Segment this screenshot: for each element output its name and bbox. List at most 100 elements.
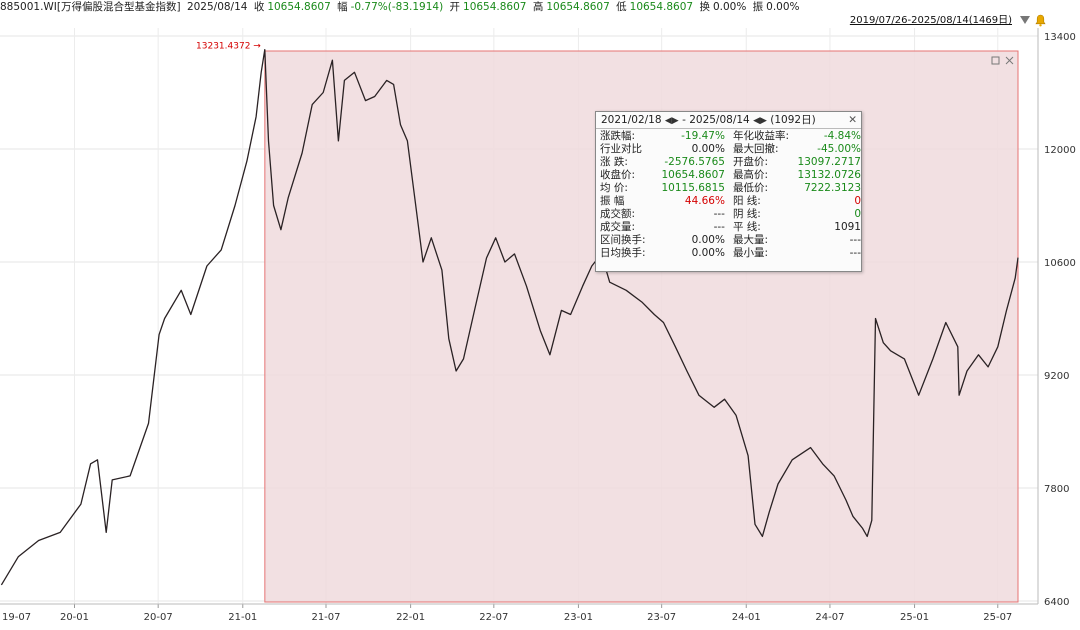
- stat-value: 1091: [834, 221, 861, 233]
- open-value: 10654.8607: [463, 1, 527, 13]
- stat-label: 日均换手:: [600, 247, 646, 259]
- stats-days: (1092日): [770, 114, 816, 126]
- stats-end-date: 2025/08/14: [689, 114, 750, 126]
- quote-date: 2025/08/14: [186, 1, 248, 13]
- data-point: [560, 309, 562, 311]
- data-point: [549, 354, 551, 356]
- data-point: [59, 531, 61, 533]
- data-point: [272, 204, 274, 206]
- data-point: [455, 370, 457, 372]
- data-point: [89, 463, 91, 465]
- stat-value: 0.00%: [691, 143, 725, 155]
- stat-label: 开盘价:: [732, 156, 768, 168]
- x-tick-label: 23-07: [647, 612, 676, 623]
- data-point: [206, 265, 208, 267]
- data-point: [399, 124, 401, 126]
- stats-table: 涨跌幅: -19.47% 年化收益率: -4.84% 行业对比 0.00% 最大回撤: -45…: [600, 130, 861, 260]
- bell-icon[interactable]: [1035, 14, 1046, 27]
- stats-start-date: 2021/02/18: [601, 114, 662, 126]
- data-point: [569, 313, 571, 315]
- selection-controls[interactable]: [991, 56, 1014, 65]
- data-point: [158, 333, 160, 335]
- stat-value: 44.66%: [684, 195, 725, 207]
- data-point: [504, 261, 506, 263]
- data-point: [674, 346, 676, 348]
- data-point: [311, 103, 313, 105]
- data-point: [234, 204, 236, 206]
- stat-label: 成交量:: [600, 221, 636, 233]
- data-point: [791, 459, 793, 461]
- x-tick-label: 25-01: [900, 612, 929, 623]
- data-point: [17, 555, 19, 557]
- stat-value: 10115.6815: [661, 182, 725, 194]
- data-point: [1017, 256, 1019, 258]
- data-point: [495, 237, 497, 239]
- max-annotation-label: 13231.4372 →: [196, 42, 261, 52]
- y-tick-label: 12000: [1044, 145, 1076, 156]
- x-tick-label: 21-01: [228, 612, 257, 623]
- y-tick-label: 9200: [1044, 371, 1069, 382]
- data-point: [280, 229, 282, 231]
- x-tick-label: 22-01: [396, 612, 425, 623]
- dropdown-arrow-icon[interactable]: [1020, 16, 1030, 24]
- date-range-selector[interactable]: 2019/07/26-2025/08/14(1469日): [849, 15, 1012, 26]
- data-point: [958, 394, 960, 396]
- data-point: [220, 249, 222, 251]
- data-point: [889, 350, 891, 352]
- change-label: 幅: [337, 1, 348, 13]
- stat-value: 13097.2717: [797, 156, 861, 168]
- stat-label: 均 价:: [600, 182, 628, 194]
- stat-label: 涨 跌:: [600, 156, 628, 168]
- data-point: [591, 265, 593, 267]
- high-value: 10654.8607: [546, 1, 610, 13]
- x-tick-label: 23-01: [564, 612, 593, 623]
- data-point: [180, 289, 182, 291]
- data-point: [653, 313, 655, 315]
- x-tick-label: 21-07: [311, 612, 340, 623]
- stat-label: 最高价:: [732, 169, 768, 181]
- x-tick-label: 24-01: [732, 612, 761, 623]
- data-point: [287, 196, 289, 198]
- data-point: [1005, 309, 1007, 311]
- data-point: [723, 398, 725, 400]
- data-point: [331, 59, 333, 61]
- x-tick-label: 25-07: [983, 612, 1012, 623]
- data-point: [861, 527, 863, 529]
- start-date-arrows-icon[interactable]: ◀▶: [664, 116, 679, 126]
- x-tick-label: 22-07: [479, 612, 508, 623]
- maximize-icon[interactable]: [991, 56, 1000, 65]
- data-point: [957, 346, 959, 348]
- stat-value: ---: [713, 221, 725, 233]
- close-icon[interactable]: ✕: [848, 114, 857, 126]
- data-point: [625, 289, 627, 291]
- data-point: [932, 358, 934, 360]
- interval-stats-popup[interactable]: 2021/02/18 ◀▶ - 2025/08/14 ◀▶ (1092日) ✕ …: [595, 111, 862, 272]
- x-tick-label: 19-07: [2, 612, 31, 623]
- data-point: [735, 414, 737, 416]
- data-point: [129, 475, 131, 477]
- stat-value: ---: [849, 247, 861, 259]
- data-point: [513, 253, 515, 255]
- data-point: [343, 79, 345, 81]
- data-point: [874, 317, 876, 319]
- low-value: 10654.8607: [629, 1, 694, 13]
- amplitude-label: 振: [752, 1, 764, 13]
- x-tick-label: 24-07: [815, 612, 844, 623]
- data-point: [473, 309, 475, 311]
- data-point: [754, 523, 756, 525]
- stat-label: 最大回撤:: [732, 143, 779, 155]
- stat-label: 平 线:: [732, 221, 761, 233]
- data-point: [918, 394, 920, 396]
- stat-value: -2576.5765: [664, 156, 725, 168]
- data-point: [96, 459, 98, 461]
- close-value: 10654.8607: [267, 1, 331, 13]
- end-date-arrows-icon[interactable]: ◀▶: [753, 116, 767, 126]
- change-value: -0.77%(-83.1914): [350, 1, 444, 13]
- data-point: [903, 358, 905, 360]
- stat-value: 0.00%: [691, 247, 725, 259]
- data-point: [337, 140, 339, 142]
- high-label: 高: [532, 1, 544, 13]
- stat-value: 0.00%: [691, 234, 725, 246]
- stat-label: 涨跌幅:: [600, 130, 636, 142]
